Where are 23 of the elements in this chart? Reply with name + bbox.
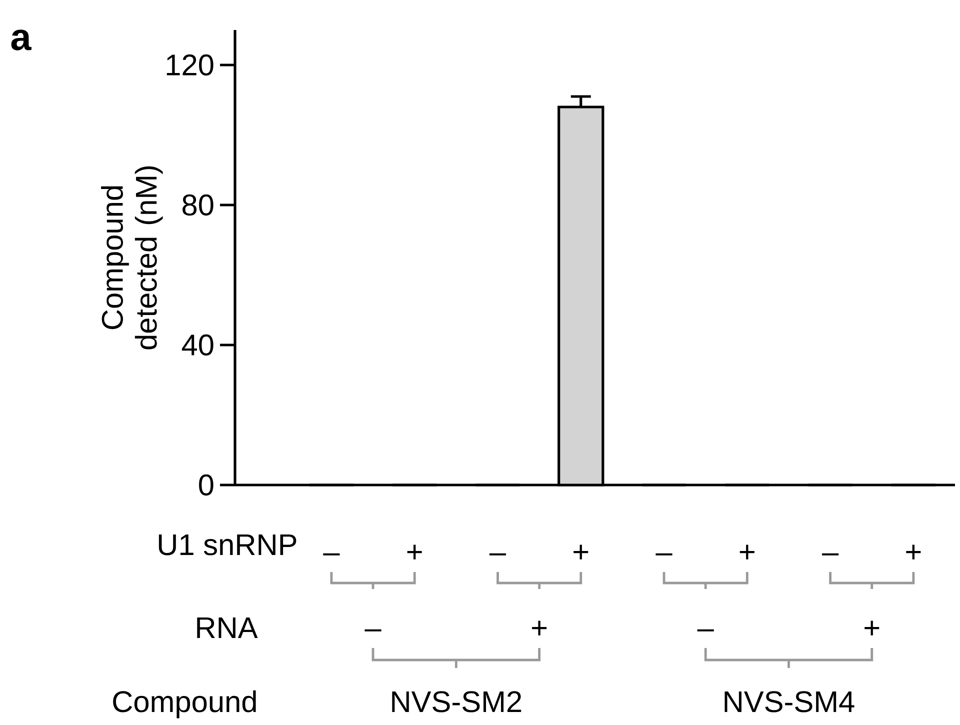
x-tick-label: +	[740, 544, 754, 560]
text: a	[11, 30, 32, 50]
x-tick-label: –	[656, 553, 672, 556]
x-tick-label: –	[822, 553, 839, 556]
y-tick-label: 0	[199, 474, 214, 496]
y-axis-title: Compound detected (nM)	[101, 166, 163, 350]
text: +	[864, 620, 880, 636]
text: U1 snRNP	[158, 534, 296, 556]
text: +	[532, 620, 547, 636]
text: NVS-SM2	[392, 691, 522, 712]
x-tick-label: –	[323, 553, 340, 556]
text: Compound	[113, 690, 256, 718]
y-tick-label: 40	[182, 334, 214, 356]
x-tick-label: +	[574, 544, 588, 560]
text: –	[697, 629, 714, 632]
text: RNA	[197, 617, 258, 638]
text: –	[364, 629, 382, 632]
text: NVS-SM4	[724, 691, 854, 712]
y-tick-label: 120	[166, 54, 214, 76]
x-tick-label: +	[906, 544, 921, 560]
x-tick-label: –	[489, 553, 506, 556]
y-tick-label: 80	[182, 194, 214, 216]
x-tick-label: +	[407, 544, 422, 560]
